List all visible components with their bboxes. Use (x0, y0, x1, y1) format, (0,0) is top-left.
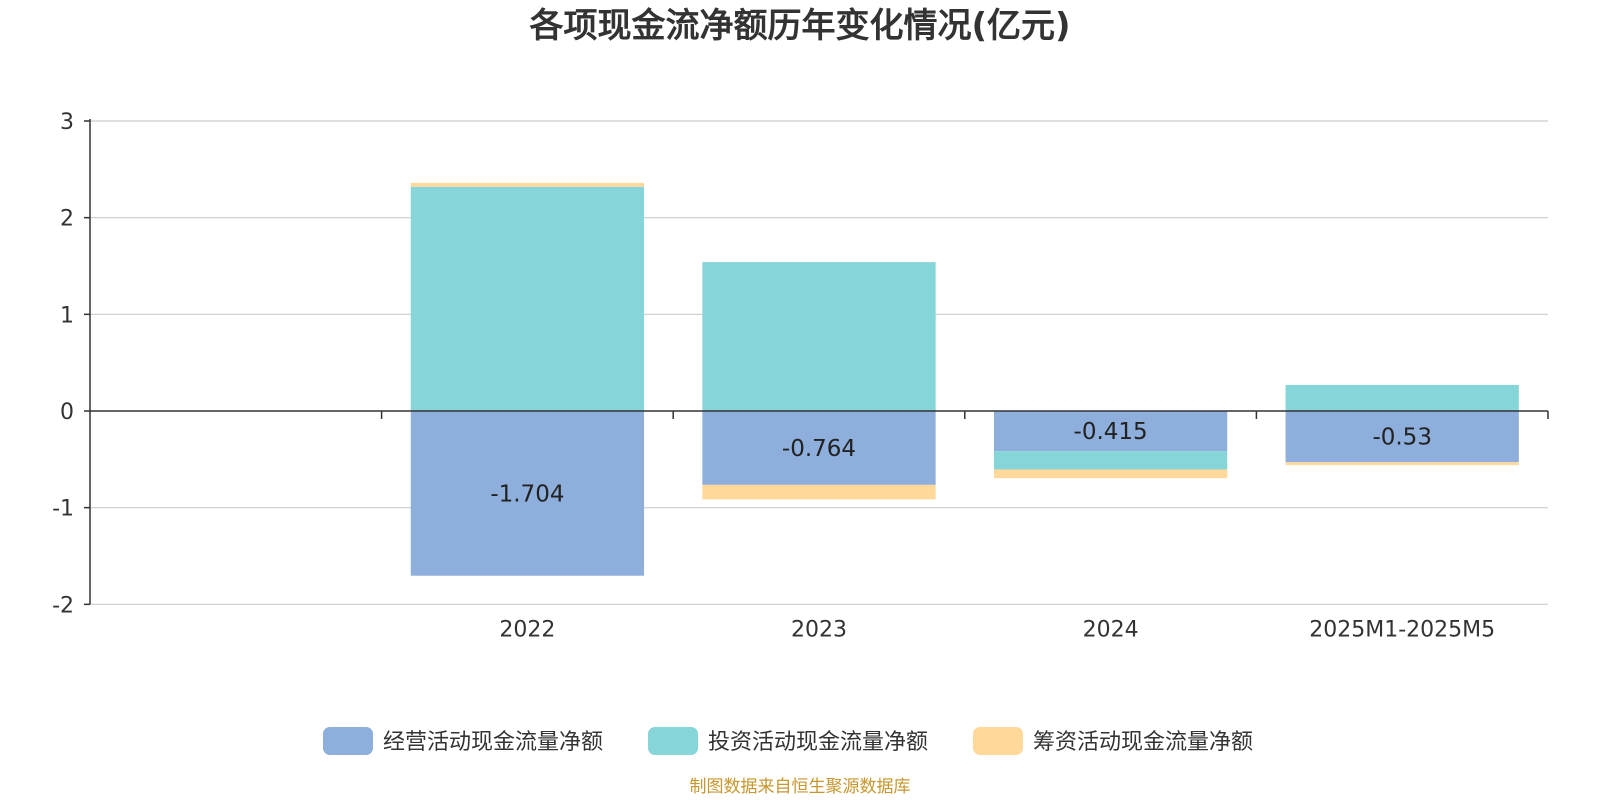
y-tick-label: 3 (60, 110, 74, 135)
bar-segment (1285, 384, 1519, 411)
bar-segment (702, 262, 936, 411)
data-label: -0.53 (1372, 425, 1432, 451)
bar-segment (410, 186, 645, 411)
bar-segment (410, 182, 645, 187)
tick-labels: 3 2 1 0 -1 -2 2022 2023 2024 2025M1-2025M5 (52, 110, 1495, 642)
bar-segment (1285, 462, 1519, 466)
x-tick-label: 2023 (791, 617, 847, 642)
legend-label: 经营活动现金流量净额 (383, 730, 603, 755)
axes (84, 119, 1549, 606)
legend: 经营活动现金流量净额 投资活动现金流量净额 筹资活动现金流量净额 (323, 727, 1253, 755)
legend-swatch (648, 727, 698, 755)
bar-segment (993, 451, 1228, 470)
bar-segment (993, 469, 1228, 479)
x-tick-label: 2024 (1083, 617, 1139, 642)
data-label: -1.704 (490, 481, 564, 507)
bar-segment (993, 411, 1228, 452)
y-tick-label: -1 (52, 497, 74, 522)
y-tick-label: 0 (60, 400, 74, 425)
legend-label: 投资活动现金流量净额 (708, 730, 928, 755)
y-tick-label: 2 (60, 207, 74, 232)
bar-segment (1285, 411, 1519, 463)
y-tick-label: -2 (52, 593, 74, 618)
data-labels: -1.704 -0.764 -0.415 -0.53 (490, 419, 1432, 507)
source-note: 制图数据来自恒生聚源数据库 (690, 777, 911, 797)
data-label: -0.415 (1074, 419, 1148, 445)
bar-segment (410, 411, 645, 576)
data-label: -0.764 (782, 436, 856, 462)
bar-segment (702, 411, 936, 485)
y-tick-label: 1 (60, 303, 74, 328)
bar-segment (702, 484, 936, 500)
legend-label: 筹资活动现金流量净额 (1033, 730, 1253, 755)
x-tick-label: 2022 (499, 617, 555, 642)
legend-swatch (323, 727, 373, 755)
legend-swatch (973, 727, 1023, 755)
x-tick-label: 2025M1-2025M5 (1309, 617, 1495, 642)
bars (410, 182, 1519, 576)
chart-title: 各项现金流净额历年变化情况(亿元) (529, 6, 1070, 46)
